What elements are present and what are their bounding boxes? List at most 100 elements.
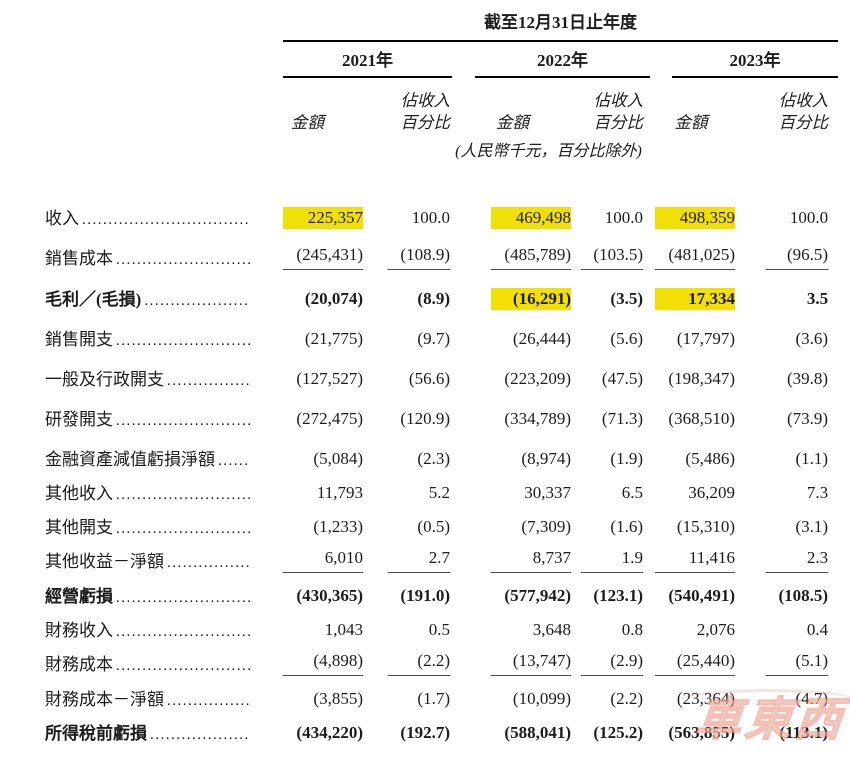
table-row: 其他收入 11,793 5.2 30,337 6.5 36,209 7.3 xyxy=(45,470,830,504)
header-spacer xyxy=(45,134,250,189)
table-row: 收入 225,357 100.0 469,498 100.0 498,359 1… xyxy=(45,189,830,229)
percent-cell-2023: 7.3 xyxy=(806,482,829,502)
amount-cell-2023: (481,025) xyxy=(645,229,737,270)
table-row: 研發開支 (272,475) (120.9) (334,789) (71.3) … xyxy=(45,390,830,430)
percent-cell-2022: (125.2) xyxy=(593,722,643,742)
percent-cell-2022: 0.0 xyxy=(573,744,645,757)
percent-cell-2021: 0.5 xyxy=(428,619,450,639)
amount-cell-2021: (245,431) xyxy=(250,229,365,270)
percent-cell-2023: (5.1) xyxy=(737,641,830,676)
row-label: 收入 xyxy=(45,208,79,228)
amount-cell-2021: (20,074) xyxy=(304,288,363,308)
header-spacer xyxy=(45,78,250,134)
row-label: 財務成本－淨額 xyxy=(45,689,164,709)
percent-cell-2021: 0.1 xyxy=(365,744,452,757)
table-row: 財務成本－淨額 (3,855) (1.7) (10,099) (2.2) (23… xyxy=(45,676,830,710)
amount-cell-2022: (16,291) xyxy=(452,270,573,310)
row-label: 所得稅抵免 xyxy=(45,753,130,757)
row-label-cell: 財務收入 xyxy=(45,607,250,641)
percent-cell-2021: 2.7 xyxy=(365,538,452,573)
header-spacer xyxy=(45,42,250,78)
amount-cell-2022: (10,099) xyxy=(512,688,571,708)
row-label-cell: 經營虧損 xyxy=(45,573,250,607)
row-label-cell: 其他收入 xyxy=(45,470,250,504)
amount-cell-2023: 2,076 xyxy=(696,619,735,639)
amount-cell-2023: 498,359 xyxy=(645,189,737,229)
percent-cell-2022: (103.5) xyxy=(573,229,645,270)
percent-cell-2021: (120.9) xyxy=(400,408,450,428)
percent-column-header: 佔收入 百分比 xyxy=(737,78,830,134)
amount-cell-2021: (1,233) xyxy=(313,516,363,536)
percent-header-line2: 百分比 xyxy=(593,112,644,132)
dot-leader xyxy=(167,693,250,710)
amount-cell-2022: (7,309) xyxy=(521,516,571,536)
percent-cell-2021: 100.0 xyxy=(411,207,450,227)
table-row: 其他開支 (1,233) (0.5) (7,309) (1.6) (15,310… xyxy=(45,504,830,538)
percent-cell-2021: (8.9) xyxy=(417,288,450,308)
amount-cell-2023: (368,510) xyxy=(668,408,735,428)
currency-unit-note: (人民幣千元，百分比除外) xyxy=(455,142,642,160)
amount-cell-2023: (134) xyxy=(645,744,737,757)
amount-cell-2022: (13,747) xyxy=(452,641,573,676)
year-header-2022: 2022年 xyxy=(475,46,650,78)
percent-cell-2022: (1.9) xyxy=(610,448,643,468)
percent-cell-2022: 6.5 xyxy=(621,482,643,502)
percent-cell-2023: 0.0 xyxy=(737,744,830,757)
percent-cell-2021: (0.5) xyxy=(417,516,450,536)
table-row: 經營虧損 (430,365) (191.0) (577,942) (123.1)… xyxy=(45,573,830,607)
row-label: 銷售開支 xyxy=(45,329,113,349)
percent-header-line1: 佔收入 xyxy=(593,91,644,110)
amount-cell-2023: (23,364) xyxy=(676,688,735,708)
amount-cell-2021: (4,898) xyxy=(250,641,365,676)
percent-cell-2023: (39.8) xyxy=(786,368,829,388)
row-label-cell: 其他開支 xyxy=(45,504,250,538)
amount-cell-2022: (26,444) xyxy=(512,328,571,348)
percent-cell-2022: 100.0 xyxy=(604,207,643,227)
table-row: 銷售開支 (21,775) (9.7) (26,444) (5.6) (17,7… xyxy=(45,310,830,350)
row-label-cell: 其他收益－淨額 xyxy=(45,538,250,572)
row-label: 其他收益－淨額 xyxy=(45,551,164,571)
income-statement-table: 截至12月31日止年度 2021年 2022年 2023年 金額 佔收入 百分比 … xyxy=(45,8,839,757)
row-label-cell: 財務成本－淨額 xyxy=(45,676,250,710)
amount-cell-2023: (563,855) xyxy=(668,722,735,742)
percent-cell-2021: (2.3) xyxy=(417,448,450,468)
row-label: 銷售成本 xyxy=(45,248,113,268)
percent-header-line1: 佔收入 xyxy=(400,91,451,110)
percent-cell-2023: 0.4 xyxy=(806,619,829,639)
percent-cell-2022: (47.5) xyxy=(601,368,643,388)
amount-cell-2021: 188 xyxy=(250,744,365,757)
amount-cell-2023: (540,491) xyxy=(668,585,735,605)
amount-column-header: 金額 xyxy=(496,112,529,132)
percent-cell-2023: (96.5) xyxy=(737,229,830,270)
table-row: 銷售成本 (245,431) (108.9) (485,789) (103.5)… xyxy=(45,229,830,270)
row-label-cell: 收入 xyxy=(45,189,250,229)
percent-cell-2023: 2.3 xyxy=(737,538,830,573)
amount-cell-2022: 30,337 xyxy=(524,482,571,502)
percent-cell-2022: (123.1) xyxy=(593,585,643,605)
table-row: 財務成本 (4,898) (2.2) (13,747) (2.9) (25,44… xyxy=(45,641,830,676)
amount-cell-2022: 3,648 xyxy=(532,619,571,639)
percent-cell-2021: (56.6) xyxy=(408,368,450,388)
year-header-2021: 2021年 xyxy=(283,46,452,78)
table-row: 所得稅抵免 188 0.1 155 0.0 (134) 0.0 xyxy=(45,744,830,757)
table-body: 收入 225,357 100.0 469,498 100.0 498,359 1… xyxy=(45,189,830,757)
table-row: 毛利／(毛損) (20,074) (8.9) (16,291) (3.5) 17… xyxy=(45,270,830,310)
amount-cell-2023: 11,416 xyxy=(645,538,737,573)
amount-column-header: 金額 xyxy=(674,112,708,132)
percent-header-line2: 百分比 xyxy=(400,112,451,132)
percent-cell-2022: (71.3) xyxy=(601,408,643,428)
percent-cell-2022: 0.8 xyxy=(621,619,643,639)
percent-cell-2023: (73.9) xyxy=(786,408,829,428)
dot-leader xyxy=(167,555,250,572)
amount-cell-2022: (577,942) xyxy=(504,585,571,605)
row-label-cell: 財務成本 xyxy=(45,641,250,675)
row-label-cell: 一般及行政開支 xyxy=(45,350,250,390)
amount-cell-2021: (272,475) xyxy=(296,408,363,428)
amount-cell-2023: (198,347) xyxy=(668,368,735,388)
dot-leader xyxy=(116,658,250,675)
dot-leader xyxy=(116,624,250,641)
amount-cell-2021: 11,793 xyxy=(316,482,363,502)
percent-cell-2023: (4.7) xyxy=(795,688,829,708)
percent-cell-2023: (1.1) xyxy=(795,448,829,468)
